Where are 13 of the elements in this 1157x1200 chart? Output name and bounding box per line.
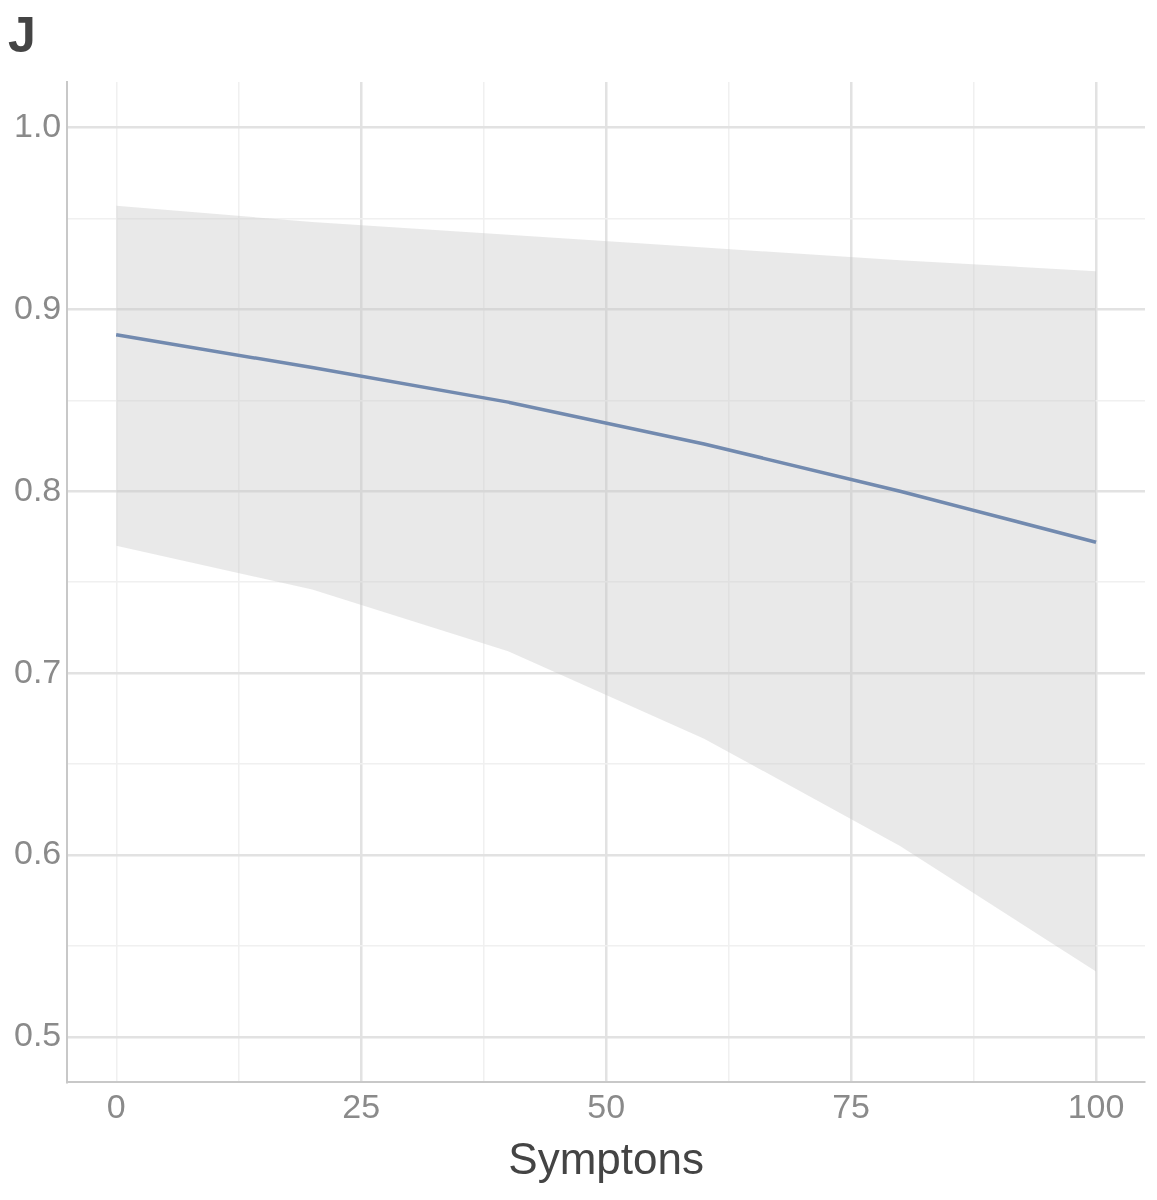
- y-tick-label: 0.7: [14, 651, 62, 690]
- x-axis-title: Symptons: [508, 1133, 704, 1183]
- x-tick-label: 50: [587, 1087, 626, 1126]
- x-tick-label: 75: [832, 1087, 870, 1126]
- y-tick-label: 1.0: [14, 105, 62, 144]
- y-tick-label: 0.8: [14, 469, 62, 508]
- chart-title: J: [8, 6, 36, 63]
- x-tick-label: 0: [106, 1087, 126, 1126]
- y-tick-label: 0.9: [14, 287, 62, 326]
- y-tick-label: 0.5: [14, 1015, 62, 1054]
- x-tick-label: 25: [342, 1087, 381, 1126]
- x-tick-label: 100: [1067, 1087, 1125, 1126]
- y-tick-label: 0.6: [14, 833, 62, 872]
